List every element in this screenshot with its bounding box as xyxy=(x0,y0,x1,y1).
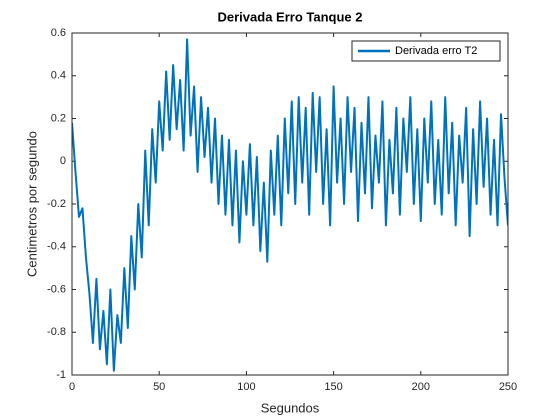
x-tick-label: 200 xyxy=(412,381,430,393)
x-axis-label: Segundos xyxy=(261,400,320,415)
data-line xyxy=(72,38,508,372)
y-axis-label: Centimetros por segundo xyxy=(24,131,39,277)
y-tick-label: 0.4 xyxy=(51,70,66,82)
x-tick-label: 150 xyxy=(324,381,342,393)
chart-title: Derivada Erro Tanque 2 xyxy=(218,9,363,24)
y-tick-label: -0.4 xyxy=(47,241,66,253)
y-tick-label: 0.2 xyxy=(51,112,66,124)
y-tick-label: -0.8 xyxy=(47,326,66,338)
legend-label: Derivada erro T2 xyxy=(395,45,477,57)
x-tick-label: 0 xyxy=(69,381,75,393)
x-tick-label: 250 xyxy=(499,381,517,393)
x-tick-label: 50 xyxy=(153,381,165,393)
y-tick-label: -1 xyxy=(56,369,66,381)
y-tick-label: -0.6 xyxy=(47,283,66,295)
axes-box xyxy=(71,32,509,376)
legend-box xyxy=(351,40,501,62)
y-tick-label: -0.2 xyxy=(47,198,66,210)
y-tick-label: 0.6 xyxy=(51,27,66,39)
x-tick-label: 100 xyxy=(237,381,255,393)
y-tick-label: 0 xyxy=(60,155,66,167)
